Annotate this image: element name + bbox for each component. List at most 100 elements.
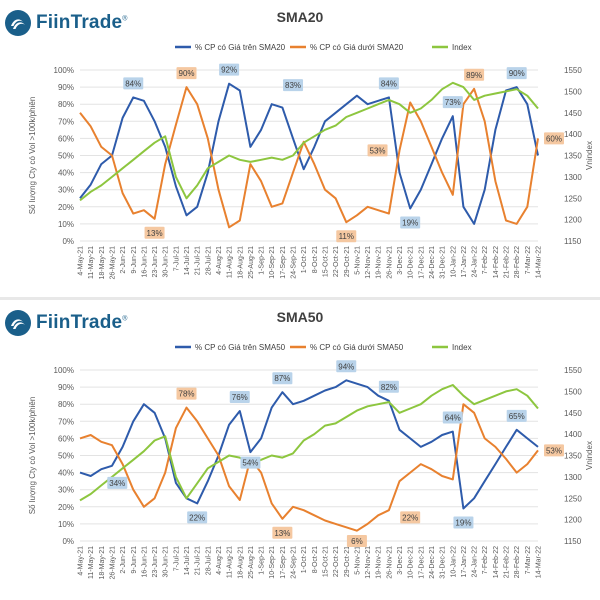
x-tick-label: 11-May-21 [88, 546, 95, 579]
x-tick-label: 4-May-21 [78, 546, 85, 576]
x-tick-label: 1-Oct-21 [301, 246, 308, 273]
y2-tick-label: 1450 [564, 109, 582, 118]
legend-label: % CP có Giá dưới SMA20 [310, 43, 404, 52]
annotation-label: 54% [242, 459, 258, 468]
x-tick-label: 15-Oct-21 [322, 246, 329, 277]
x-tick-label: 23-Jun-21 [152, 546, 159, 578]
legend-label: % CP có Giá dưới SMA50 [310, 343, 404, 352]
annotation-box [240, 456, 261, 469]
x-tick-label: 30-Jun-21 [163, 546, 170, 578]
series-line [79, 82, 539, 225]
annotation-box [464, 68, 485, 81]
series-line [79, 403, 539, 532]
fiintrade-logo: FiinTrade® [4, 308, 128, 338]
x-tick-label: 24-Sep-21 [291, 246, 298, 279]
annotation-label: 53% [370, 146, 386, 155]
y-tick-label: 100% [54, 366, 74, 375]
x-tick-label: 21-Feb-22 [504, 546, 511, 578]
x-tick-label: 12-Nov-21 [365, 546, 372, 579]
x-tick-label: 22-Oct-21 [333, 546, 340, 577]
brand-mark: ® [122, 15, 128, 23]
y2-tick-label: 1550 [564, 66, 582, 75]
x-tick-label: 18-Aug-21 [237, 546, 244, 579]
fiintrade-logo: FiinTrade® [4, 8, 128, 38]
x-tick-label: 16-Jun-21 [141, 246, 148, 278]
annotation-box [367, 144, 388, 157]
x-tick-label: 9-Jun-21 [131, 546, 138, 574]
y-tick-label: 60% [58, 134, 74, 143]
x-tick-label: 31-Dec-21 [440, 246, 447, 279]
y-axis-title: Số lượng Cty có Vol >100k/phiên [28, 397, 37, 515]
x-tick-label: 24-Jan-22 [472, 546, 479, 578]
x-tick-label: 21-Feb-22 [504, 246, 511, 278]
y-tick-label: 90% [58, 83, 74, 92]
x-tick-label: 7-Jul-21 [173, 546, 180, 571]
y2-tick-label: 1250 [564, 194, 582, 203]
x-tick-label: 18-May-21 [99, 546, 106, 580]
y-tick-label: 0% [62, 537, 74, 546]
y-tick-label: 20% [58, 203, 74, 212]
x-tick-label: 25-Aug-21 [248, 246, 255, 279]
y2-tick-label: 1400 [564, 430, 582, 439]
annotation-label: 73% [445, 98, 461, 107]
x-tick-label: 2-Jun-21 [120, 546, 127, 574]
sma20-panel: FiinTrade® SMA20 0% 10% 20% 30% 40% 50% 60% 70% 8… [0, 0, 600, 298]
annotation-label: 90% [509, 69, 525, 78]
annotation-label: 60% [546, 134, 562, 143]
annotation-box [453, 516, 474, 529]
x-tick-label: 9-Jun-21 [131, 246, 138, 274]
annotation-label: 64% [445, 414, 461, 423]
x-tick-label: 7-Feb-22 [482, 546, 489, 575]
y-tick-label: 30% [58, 186, 74, 195]
x-tick-label: 26-Nov-21 [386, 246, 393, 279]
x-tick-label: 23-Jun-21 [152, 246, 159, 278]
y-axis-title: Số lượng Cty có Vol >100k/phiên [28, 97, 37, 215]
annotation-label: 13% [147, 229, 163, 238]
y-tick-label: 30% [58, 486, 74, 495]
sma20-chart: SMA20 0% 10% 20% 30% 40% 50% 60% 70% 80% 90% 100% 11… [28, 9, 594, 280]
legend-label: % CP có Giá trên SMA20 [195, 43, 286, 52]
y2-tick-label: 1150 [564, 537, 582, 546]
x-tick-label: 15-Oct-21 [322, 546, 329, 577]
y2-tick-label: 1550 [564, 366, 582, 375]
y-tick-label: 70% [58, 417, 74, 426]
annotation-box [219, 63, 240, 76]
y2-tick-label: 1200 [564, 516, 582, 525]
annotation-box [336, 360, 357, 373]
y-tick-label: 50% [58, 152, 74, 161]
annotation-label: 90% [179, 69, 195, 78]
x-tick-label: 26-May-21 [109, 246, 116, 280]
annotation-box [544, 132, 564, 145]
fiintrade-logo-icon [5, 310, 31, 336]
x-tick-label: 18-May-21 [99, 246, 106, 280]
x-tick-label: 18-Aug-21 [237, 246, 244, 279]
x-tick-label: 24-Dec-21 [429, 546, 436, 579]
y2-tick-label: 1300 [564, 173, 582, 182]
y-tick-label: 90% [58, 383, 74, 392]
x-tick-label: 28-Feb-22 [514, 546, 521, 578]
brand-name: FiinTrade [36, 312, 123, 333]
annotation-label: 13% [274, 529, 290, 538]
annotation-box [283, 79, 304, 92]
chart-title: SMA20 [277, 9, 324, 25]
x-tick-label: 10-Sep-21 [269, 546, 276, 579]
annotation-box [144, 226, 165, 239]
annotation-box [400, 216, 421, 229]
x-tick-label: 7-Mar-22 [525, 246, 532, 275]
annotation-label: 89% [466, 71, 482, 80]
x-tick-label: 3-Dec-21 [397, 246, 404, 275]
y2-tick-label: 1300 [564, 473, 582, 482]
x-tick-label: 16-Jun-21 [141, 546, 148, 578]
x-tick-label: 1-Sep-21 [259, 246, 266, 275]
x-tick-label: 7-Mar-22 [525, 546, 532, 575]
annotation-box [544, 444, 564, 457]
annotation-label: 76% [232, 393, 248, 402]
x-tick-label: 14-Mar-22 [536, 246, 543, 278]
x-tick-label: 10-Jan-22 [450, 546, 457, 578]
y-tick-label: 100% [54, 66, 74, 75]
x-tick-label: 7-Feb-22 [482, 246, 489, 275]
y2-tick-label: 1500 [564, 387, 582, 396]
legend-label: % CP có Giá trên SMA50 [195, 343, 286, 352]
y-tick-label: 40% [58, 169, 74, 178]
y-tick-label: 20% [58, 503, 74, 512]
